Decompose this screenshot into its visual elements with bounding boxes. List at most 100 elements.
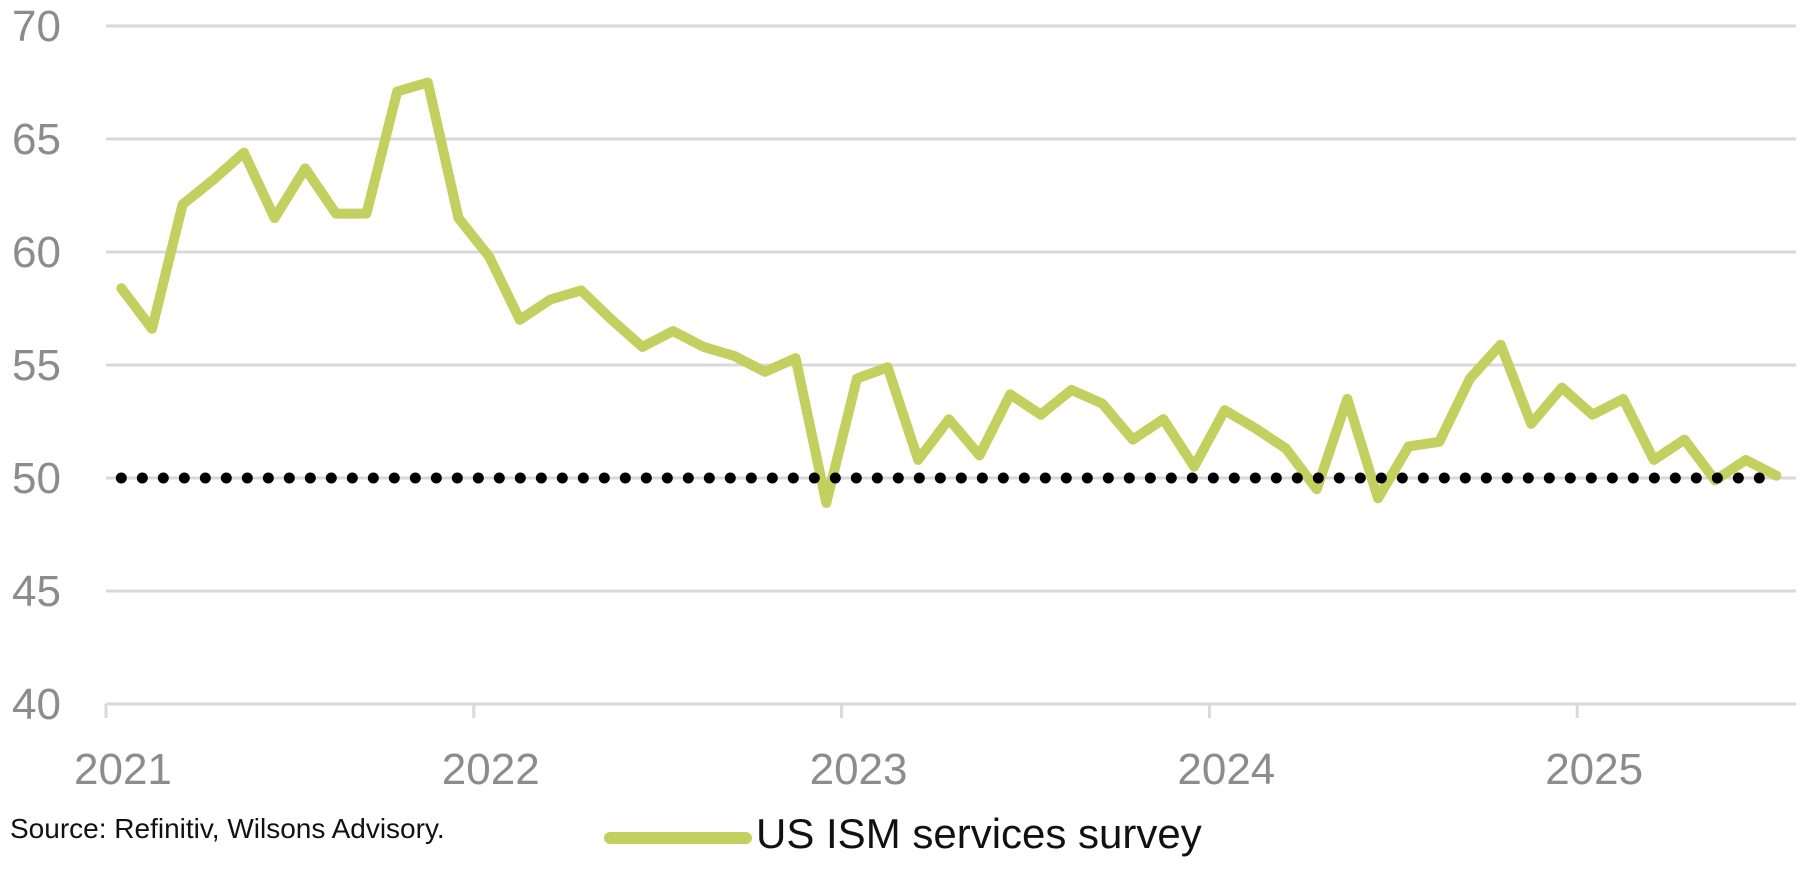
y-tick-label-50: 50	[12, 454, 61, 503]
x-tick-label-2022: 2022	[442, 745, 540, 794]
reference-dot	[766, 472, 778, 484]
legend: US ISM services survey	[604, 810, 1202, 857]
reference-dot	[1648, 472, 1660, 484]
reference-dot	[1333, 472, 1345, 484]
reference-dot	[1711, 472, 1723, 484]
reference-dot	[1081, 472, 1093, 484]
reference-dot	[220, 472, 232, 484]
reference-dot	[472, 472, 484, 484]
x-tick-label-2024: 2024	[1177, 745, 1275, 794]
x-axis	[104, 702, 1796, 718]
reference-dot	[1249, 472, 1261, 484]
reference-dot	[115, 472, 127, 484]
reference-dot	[388, 472, 400, 484]
reference-dot	[850, 472, 862, 484]
reference-dot	[451, 472, 463, 484]
reference-dot	[955, 472, 967, 484]
reference-dot	[367, 472, 379, 484]
reference-dot	[724, 472, 736, 484]
reference-dot	[598, 472, 610, 484]
reference-dot	[871, 472, 883, 484]
series-line-us-ism-services	[116, 77, 1782, 508]
reference-dot	[577, 472, 589, 484]
reference-dot	[1732, 472, 1744, 484]
x-tick-label-2023: 2023	[810, 745, 908, 794]
reference-dot	[1228, 472, 1240, 484]
reference-dot	[1018, 472, 1030, 484]
y-tick-label-65: 65	[12, 115, 61, 164]
reference-dot	[787, 472, 799, 484]
x-tick-label-2025: 2025	[1545, 745, 1643, 794]
reference-dot	[745, 472, 757, 484]
reference-dot	[619, 472, 631, 484]
x-tick-label-2021: 2021	[74, 745, 172, 794]
reference-dot	[1753, 472, 1765, 484]
reference-dot	[640, 472, 652, 484]
reference-dot	[304, 472, 316, 484]
reference-dot	[325, 472, 337, 484]
y-tick-label-40: 40	[12, 680, 61, 729]
reference-dot	[1165, 472, 1177, 484]
reference-dot	[493, 472, 505, 484]
reference-dot	[892, 472, 904, 484]
reference-dot	[1102, 472, 1114, 484]
reference-dot	[346, 472, 358, 484]
reference-dot	[1312, 472, 1324, 484]
reference-dot	[1669, 472, 1681, 484]
y-tick-label-55: 55	[12, 341, 61, 390]
reference-dot	[829, 472, 841, 484]
reference-dot	[556, 472, 568, 484]
reference-dot	[997, 472, 1009, 484]
legend-label: US ISM services survey	[756, 810, 1202, 857]
reference-dot	[262, 472, 274, 484]
gridlines	[106, 24, 1796, 593]
reference-dot	[1144, 472, 1156, 484]
series-layer	[116, 77, 1782, 508]
x-axis-tick-labels: 2021 2022 2023 2024 2025	[74, 745, 1643, 794]
reference-dot	[1207, 472, 1219, 484]
reference-dot	[1606, 472, 1618, 484]
reference-dot	[1270, 472, 1282, 484]
reference-dot	[1375, 472, 1387, 484]
reference-dot	[1522, 472, 1534, 484]
reference-dot	[1690, 472, 1702, 484]
reference-dot	[409, 472, 421, 484]
reference-dot	[934, 472, 946, 484]
reference-dot	[1291, 472, 1303, 484]
reference-dot	[199, 472, 211, 484]
reference-dot	[1459, 472, 1471, 484]
reference-dot	[1564, 472, 1576, 484]
reference-dot	[1060, 472, 1072, 484]
reference-dot	[283, 472, 295, 484]
reference-dot	[661, 472, 673, 484]
y-tick-label-45: 45	[12, 567, 61, 616]
reference-dot	[1543, 472, 1555, 484]
reference-dot	[808, 472, 820, 484]
reference-dot	[535, 472, 547, 484]
y-axis-tick-labels: 40 45 50 55 60 65 70	[12, 2, 61, 729]
reference-dot	[682, 472, 694, 484]
reference-dot	[1039, 472, 1051, 484]
reference-dot	[430, 472, 442, 484]
reference-dot	[157, 472, 169, 484]
reference-dot	[703, 472, 715, 484]
reference-dot	[241, 472, 253, 484]
source-note: Source: Refinitiv, Wilsons Advisory.	[10, 813, 445, 844]
reference-dot	[1480, 472, 1492, 484]
reference-dot	[178, 472, 190, 484]
reference-dot	[1627, 472, 1639, 484]
reference-dot	[1123, 472, 1135, 484]
reference-dot	[1186, 472, 1198, 484]
reference-dot	[1417, 472, 1429, 484]
reference-dot	[136, 472, 148, 484]
reference-line-50	[115, 472, 1765, 484]
reference-dot	[1354, 472, 1366, 484]
y-tick-label-70: 70	[12, 2, 61, 51]
reference-dot	[514, 472, 526, 484]
reference-dot	[1501, 472, 1513, 484]
reference-dot	[1585, 472, 1597, 484]
reference-dot	[976, 472, 988, 484]
reference-dot	[913, 472, 925, 484]
